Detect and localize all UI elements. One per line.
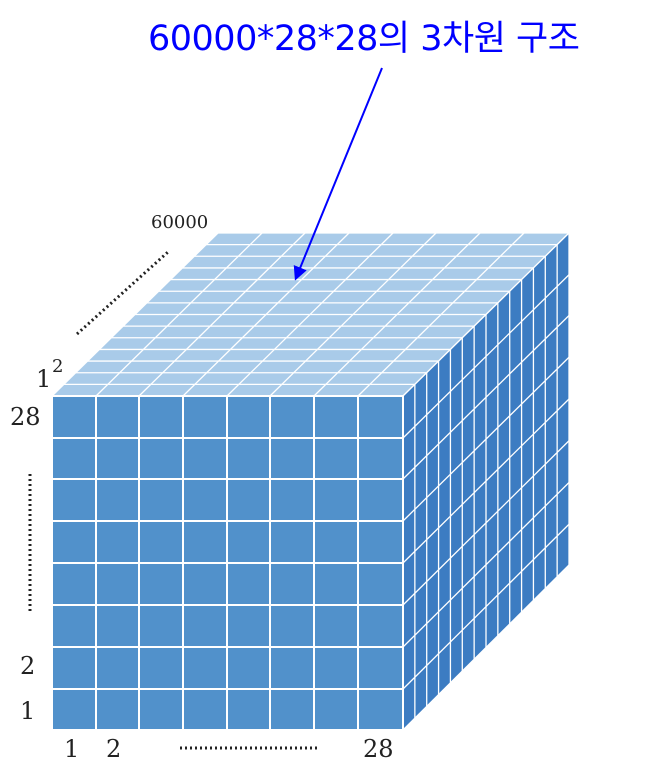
- side-grid-line: [402, 315, 570, 480]
- depth-end-label: 60000: [151, 212, 209, 233]
- cube-front-grid: [51, 395, 404, 731]
- top-grid-line: [357, 232, 525, 397]
- cols-first-label: 1: [64, 735, 80, 763]
- side-grid-line: [402, 398, 570, 564]
- side-grid-line: [402, 440, 570, 606]
- depth-start-label: 1: [36, 365, 52, 393]
- side-grid-line: [402, 274, 570, 439]
- annotation-arrow-icon: [293, 67, 383, 281]
- top-grid-line: [95, 232, 263, 397]
- top-grid-line: [269, 232, 437, 397]
- top-grid-line: [182, 232, 350, 397]
- diagram-title: 60000*28*28의 3차원 구조: [148, 19, 580, 59]
- side-grid-line: [402, 523, 570, 690]
- top-grid-line: [226, 232, 394, 397]
- top-grid-line: [138, 232, 306, 397]
- cols-end-label: 28: [363, 735, 394, 763]
- side-grid-line: [402, 232, 570, 397]
- top-grid-line: [313, 232, 481, 397]
- side-grid-line: [402, 482, 570, 648]
- top-grid-line: [51, 232, 219, 397]
- side-grid-line: [402, 356, 570, 522]
- rows-first-label: 1: [20, 697, 36, 725]
- side-grid-line: [402, 564, 570, 731]
- depth-second-label: 2: [52, 356, 64, 377]
- rows-top-label: 28: [10, 403, 41, 431]
- depth-ellipsis-icon: [75, 250, 170, 336]
- cols-second-label: 2: [106, 735, 122, 763]
- rows-second-label: 2: [20, 652, 36, 680]
